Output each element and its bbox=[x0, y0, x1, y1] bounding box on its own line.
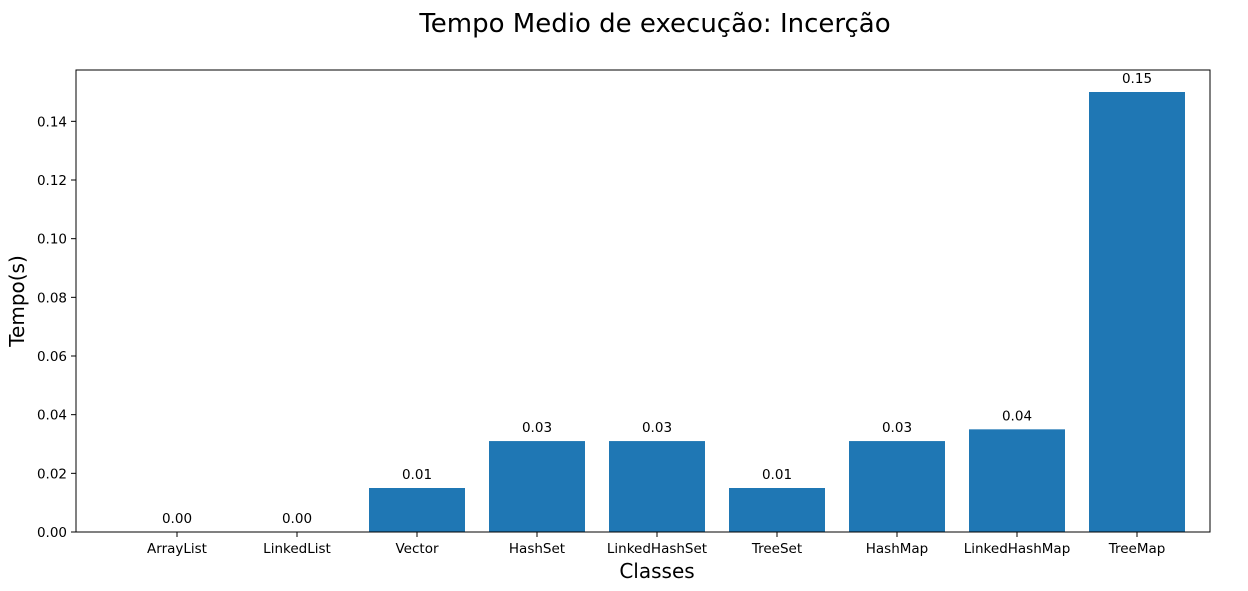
y-axis-ticks: 0.00 0.02 0.04 0.06 0.08 0.10 0.12 0.14 bbox=[37, 114, 76, 541]
bar-value-label: 0.04 bbox=[1002, 408, 1032, 424]
bar bbox=[729, 488, 825, 532]
bar-value-label: 0.15 bbox=[1122, 71, 1152, 87]
bar-value-label: 0.00 bbox=[282, 511, 312, 527]
bar bbox=[849, 441, 945, 532]
bar bbox=[1089, 92, 1185, 532]
bars bbox=[369, 92, 1185, 532]
x-tick-label: ArrayList bbox=[147, 541, 207, 557]
y-tick-label: 0.04 bbox=[37, 408, 67, 424]
y-tick-label: 0.02 bbox=[37, 466, 67, 482]
bar-value-label: 0.01 bbox=[762, 467, 792, 483]
y-tick-label: 0.06 bbox=[37, 349, 67, 365]
x-tick-label: HashSet bbox=[509, 541, 565, 557]
bar bbox=[369, 488, 465, 532]
bar-value-label: 0.03 bbox=[882, 420, 912, 436]
y-tick-label: 0.10 bbox=[37, 232, 67, 248]
x-tick-label: TreeMap bbox=[1108, 541, 1166, 557]
y-tick-label: 0.08 bbox=[37, 290, 67, 306]
bar-value-labels: 0.00 0.00 0.01 0.03 0.03 0.01 0.03 0.04 0.15 bbox=[162, 71, 1152, 527]
y-tick-label: 0.14 bbox=[37, 114, 67, 130]
x-tick-label: Vector bbox=[395, 541, 438, 557]
chart-title: Tempo Medio de execução: Incerção bbox=[418, 9, 890, 39]
bar bbox=[969, 429, 1065, 532]
x-tick-label: LinkedHashMap bbox=[964, 541, 1071, 557]
y-axis-label: Tempo(s) bbox=[5, 255, 29, 348]
bar-value-label: 0.03 bbox=[522, 420, 552, 436]
x-tick-label: LinkedList bbox=[263, 541, 331, 557]
bar bbox=[489, 441, 585, 532]
x-tick-label: HashMap bbox=[866, 541, 929, 557]
x-axis-label: Classes bbox=[619, 559, 694, 583]
bar-value-label: 0.03 bbox=[642, 420, 672, 436]
bar-value-label: 0.00 bbox=[162, 511, 192, 527]
plot-frame bbox=[75, 69, 1211, 533]
x-tick-label: LinkedHashSet bbox=[607, 541, 707, 557]
x-tick-label: TreeSet bbox=[751, 541, 802, 557]
y-tick-label: 0.00 bbox=[37, 525, 67, 541]
x-axis-ticks: ArrayList LinkedList Vector HashSet LinkedHa… bbox=[147, 532, 1165, 557]
bar bbox=[609, 441, 705, 532]
bar-value-label: 0.01 bbox=[402, 467, 432, 483]
y-tick-label: 0.12 bbox=[37, 173, 67, 189]
